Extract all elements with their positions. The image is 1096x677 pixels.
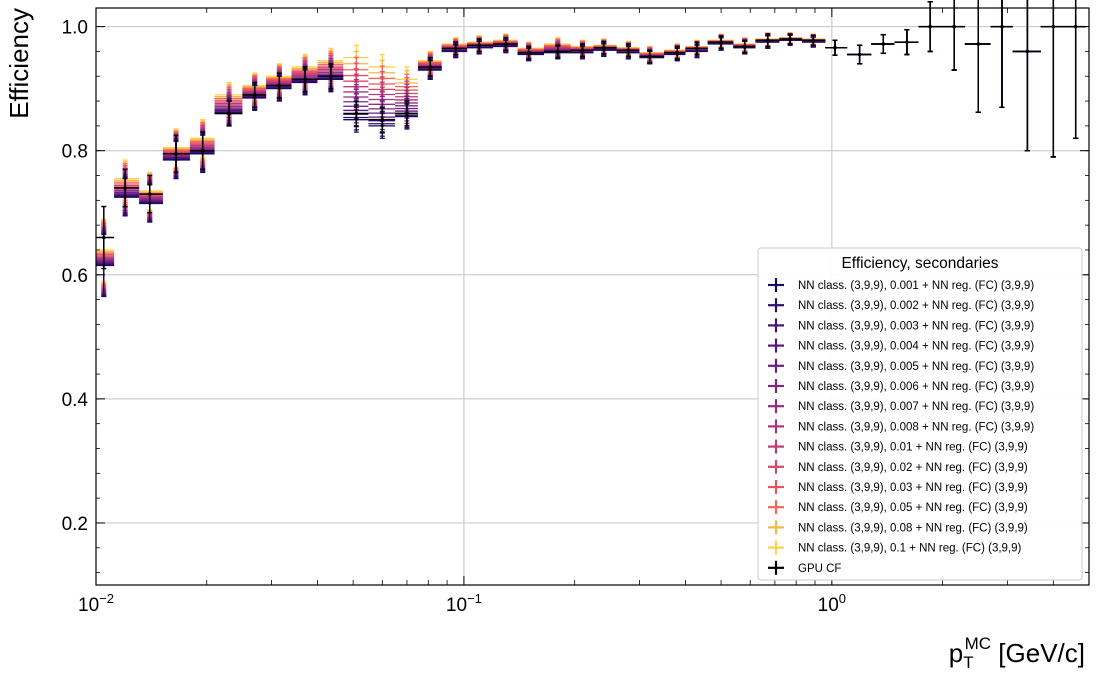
- legend-label: NN class. (3,9,9), 0.001 + NN reg. (FC) …: [798, 280, 1034, 292]
- data-point: [123, 186, 127, 190]
- x-axis-title-unit: [GeV/c]: [991, 638, 1085, 668]
- data-point: [788, 37, 792, 41]
- x-tick-label: 100: [818, 591, 846, 616]
- data-point: [147, 192, 152, 196]
- data-point: [719, 40, 723, 44]
- y-tick-label: 1.0: [62, 18, 88, 39]
- x-tick-label: 10−1: [446, 591, 482, 616]
- y-tick-label: 0.4: [62, 390, 89, 411]
- legend-items: NN class. (3,9,9), 0.001 + NN reg. (FC) …: [768, 278, 1034, 575]
- data-point: [556, 49, 560, 54]
- legend-label: NN class. (3,9,9), 0.02 + NN reg. (FC) (…: [798, 462, 1028, 474]
- legend-label: NN class. (3,9,9), 0.003 + NN reg. (FC) …: [798, 320, 1034, 332]
- data-point: [1051, 24, 1056, 29]
- data-point: [857, 52, 862, 57]
- data-point: [329, 74, 333, 79]
- data-point: [976, 42, 981, 46]
- legend-label: NN class. (3,9,9), 0.006 + NN reg. (FC) …: [798, 381, 1034, 393]
- legend-title: Efficiency, secondaries: [841, 255, 998, 272]
- y-axis-title: Efficiency: [4, 8, 34, 119]
- data-point: [811, 38, 816, 43]
- data-series: [96, 0, 1086, 298]
- data-point: [453, 46, 458, 51]
- data-point: [174, 152, 178, 156]
- legend-label: NN class. (3,9,9), 0.1 + NN reg. (FC) (3…: [798, 543, 1022, 555]
- legend-label: NN class. (3,9,9), 0.008 + NN reg. (FC) …: [798, 421, 1034, 433]
- legend-label: NN class. (3,9,9), 0.01 + NN reg. (FC) (…: [798, 442, 1028, 454]
- data-point: [1073, 24, 1078, 29]
- tick-labels: 0.2 0.4 0.6 0.8 1.0 10−2 10−1 100: [62, 18, 846, 616]
- data-point: [504, 42, 508, 46]
- legend-label: NN class. (3,9,9), 0.007 + NN reg. (FC) …: [798, 401, 1034, 413]
- x-axis-title: pTMC [GeV/c]: [949, 634, 1085, 672]
- legend-label: NN class. (3,9,9), 0.05 + NN reg. (FC) (…: [798, 502, 1028, 514]
- data-point: [602, 45, 606, 50]
- data-point: [626, 48, 631, 52]
- legend-label: NN class. (3,9,9), 0.004 + NN reg. (FC) …: [798, 341, 1034, 353]
- data-point: [405, 111, 409, 116]
- data-point: [477, 43, 481, 48]
- y-tick-label: 0.2: [62, 514, 88, 535]
- x-axis-title-superscript: MC: [965, 634, 991, 653]
- legend-box: [757, 247, 1083, 581]
- data-point: [380, 117, 385, 122]
- legend-label: NN class. (3,9,9), 0.03 + NN reg. (FC) (…: [798, 482, 1028, 494]
- legend-label: NN class. (3,9,9), 0.005 + NN reg. (FC) …: [798, 361, 1034, 373]
- data-point: [905, 40, 909, 44]
- data-point: [881, 42, 886, 46]
- data-point: [277, 83, 282, 88]
- data-point: [428, 65, 433, 69]
- data-point: [695, 46, 699, 51]
- legend-label: NN class. (3,9,9), 0.002 + NN reg. (FC) …: [798, 300, 1034, 312]
- plot-frame: [95, 7, 1090, 586]
- data-point: [227, 111, 231, 116]
- data-point: [252, 93, 257, 97]
- x-axis-title-base: p: [949, 638, 963, 668]
- x-axis-title-subscript: T: [963, 653, 973, 672]
- axis-ticks: [95, 8, 1090, 585]
- data-point: [647, 54, 652, 59]
- data-point: [303, 77, 307, 82]
- data-point: [1000, 24, 1004, 29]
- legend-label: NN class. (3,9,9), 0.08 + NN reg. (FC) (…: [798, 522, 1028, 534]
- y-tick-label: 0.6: [62, 266, 88, 287]
- data-point: [526, 50, 531, 55]
- data-point: [200, 148, 205, 153]
- legend: Efficiency, secondaries NN class. (3,9,9…: [757, 247, 1083, 581]
- data-point: [766, 38, 770, 43]
- data-point: [580, 48, 585, 52]
- data-point: [354, 111, 359, 116]
- series-group: [96, 0, 1086, 270]
- legend-label: GPU CF: [798, 563, 841, 575]
- y-tick-label: 0.8: [62, 142, 88, 163]
- x-tick-label: 10−2: [78, 591, 114, 616]
- data-point: [833, 45, 837, 50]
- data-point: [742, 44, 747, 49]
- data-point: [101, 235, 106, 240]
- data-point: [952, 24, 956, 29]
- data-point: [1025, 49, 1030, 54]
- data-point: [675, 50, 680, 55]
- data-point: [928, 24, 932, 29]
